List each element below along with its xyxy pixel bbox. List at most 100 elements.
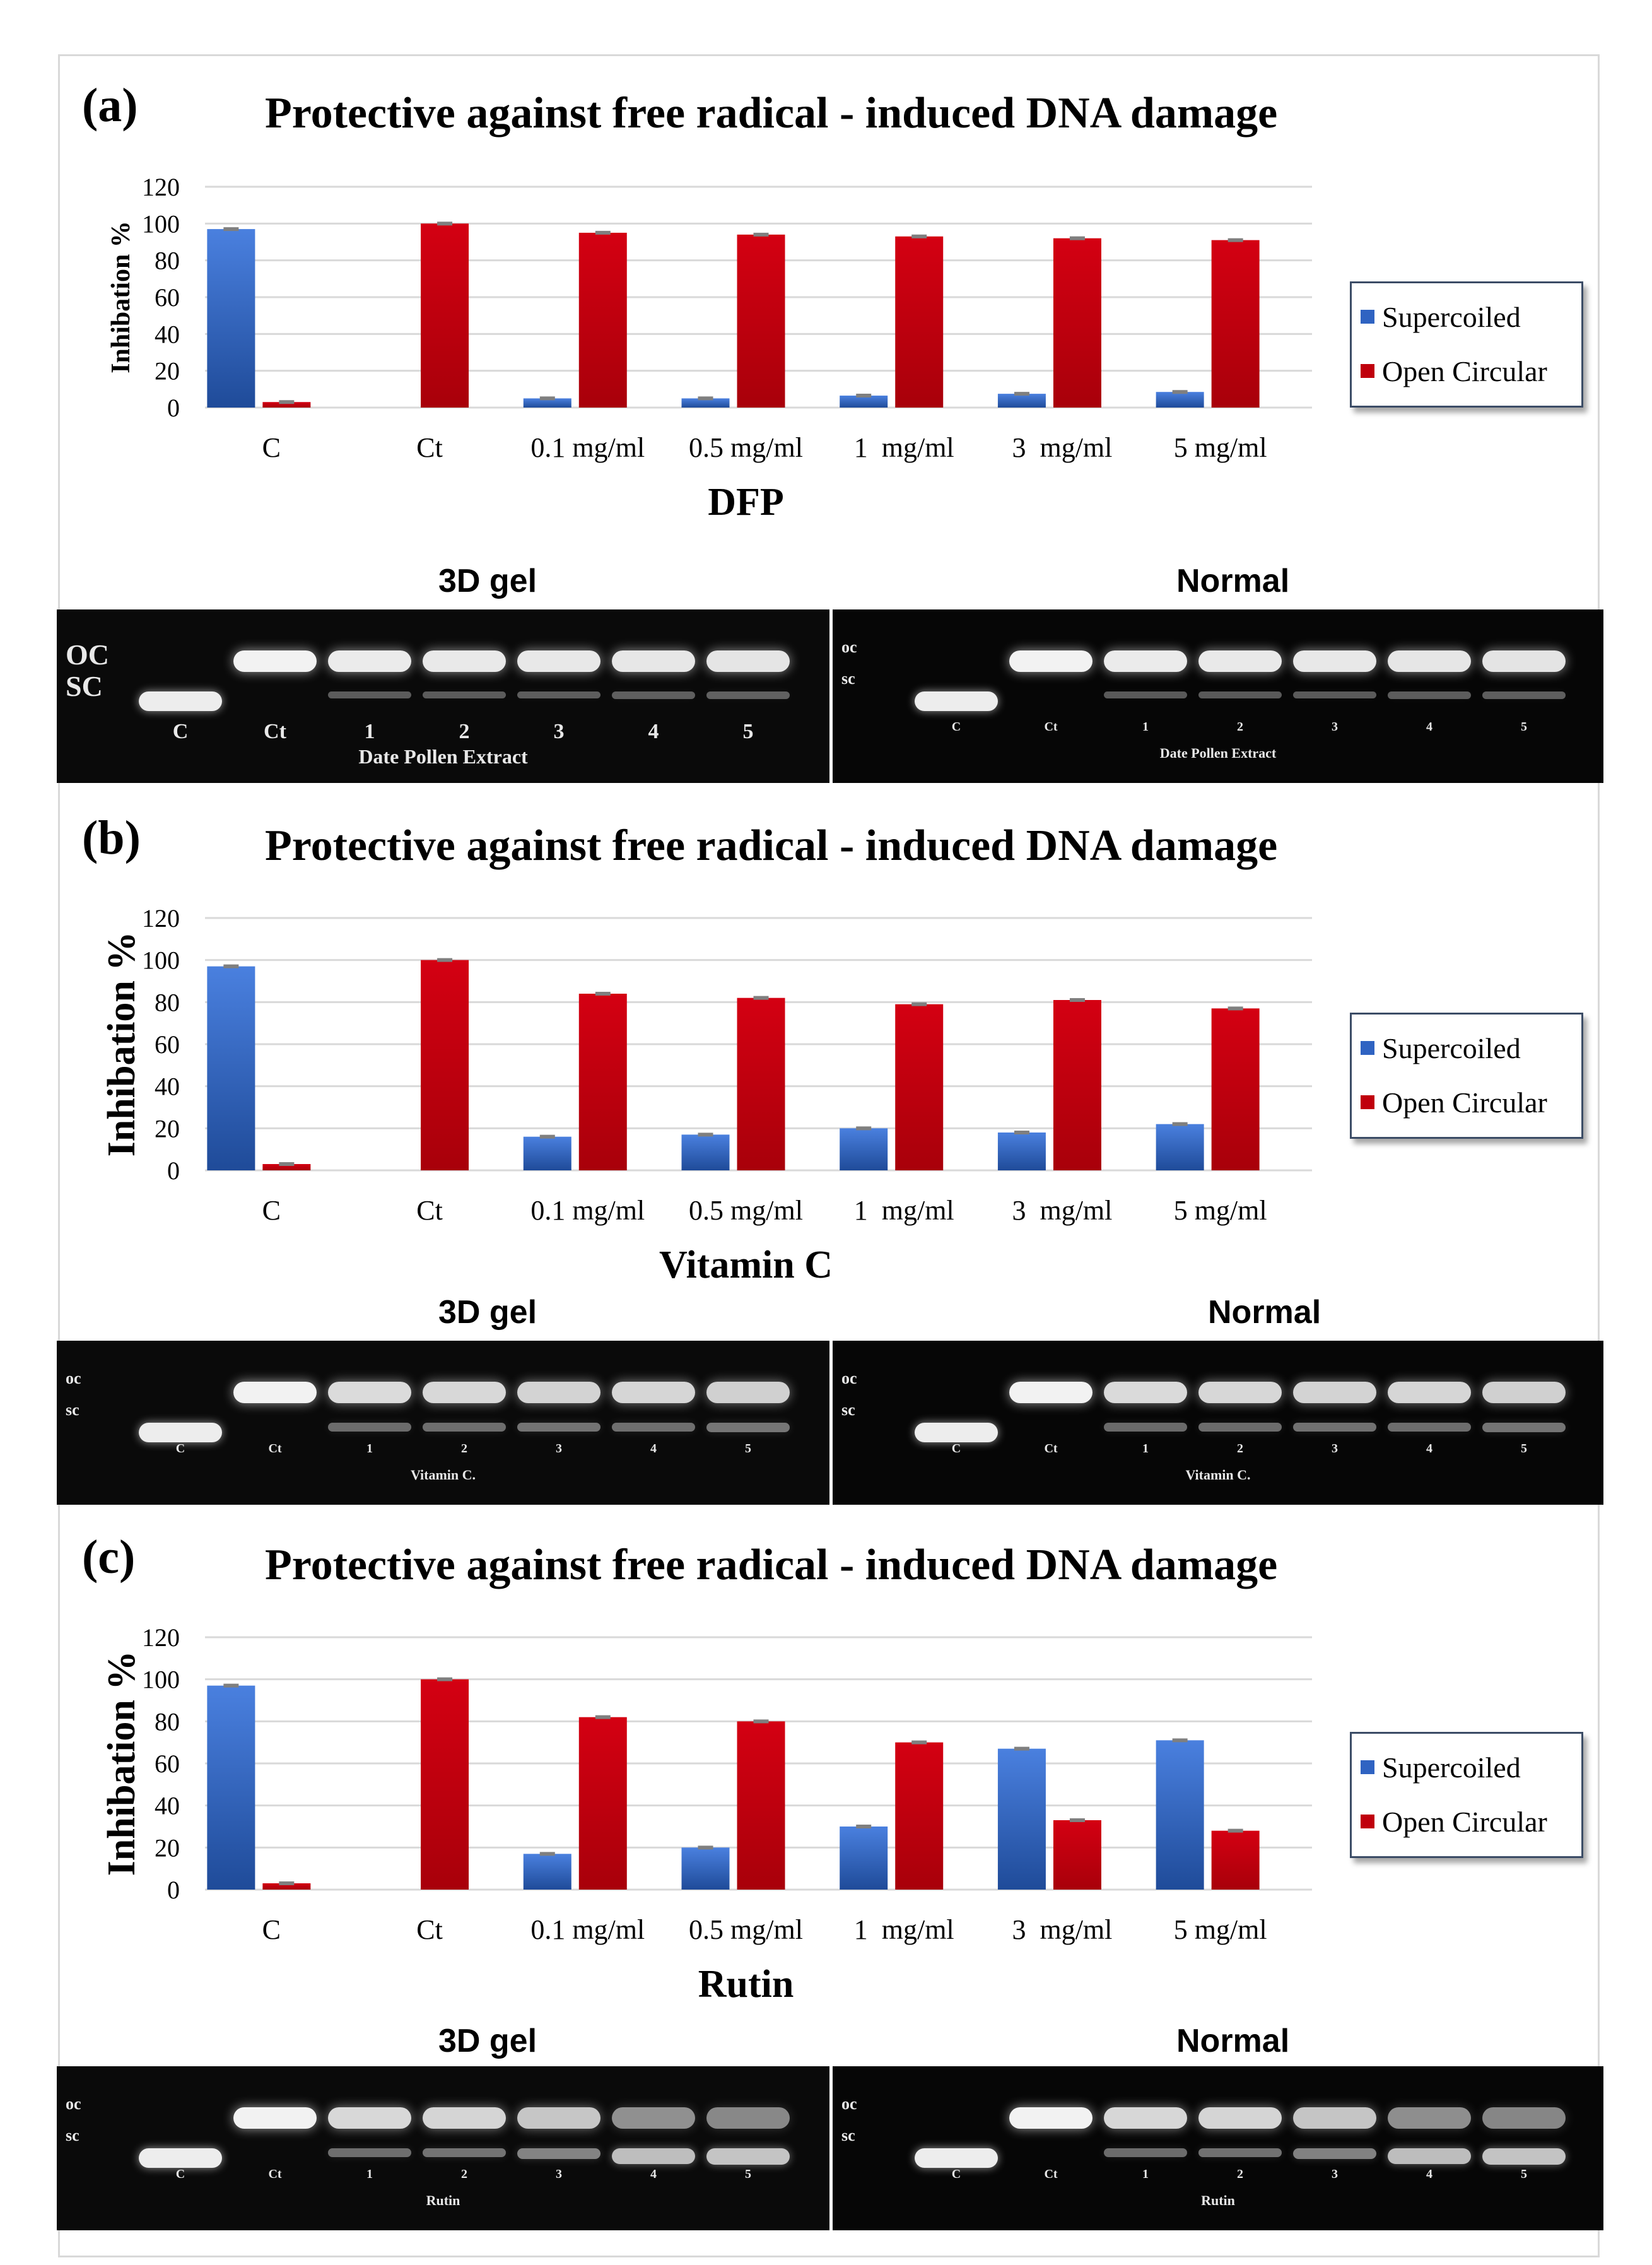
bar-supercoiled bbox=[997, 1748, 1046, 1890]
y-tick-label: 80 bbox=[155, 247, 180, 275]
gel-band-oc bbox=[423, 650, 506, 672]
gel-lane-label: C bbox=[175, 2167, 185, 2181]
gel-band-oc bbox=[1482, 1382, 1566, 1403]
gel-image-normal: oc sc C Ct 1 2 3 4 5 Date Pollen Extract bbox=[833, 609, 1603, 783]
legend-label: Supercoiled bbox=[1382, 300, 1521, 333]
gel-band-oc bbox=[1293, 1382, 1376, 1403]
gel-lane-label: Ct bbox=[1044, 720, 1058, 734]
bar-supercoiled bbox=[840, 1128, 888, 1170]
x-tick-label: Ct bbox=[416, 1195, 443, 1226]
gel-lane-label: 2 bbox=[461, 1442, 467, 1456]
gel-band-oc bbox=[1104, 2107, 1187, 2129]
bar-supercoiled bbox=[681, 398, 730, 408]
bar-supercoiled bbox=[207, 966, 255, 1170]
x-tick-label: 3 mg/ml bbox=[1012, 432, 1112, 463]
gel-image-3d: oc sc C Ct 1 2 3 4 5 Rutin bbox=[57, 2066, 829, 2230]
bar-supercoiled bbox=[1156, 1740, 1204, 1890]
chart-legend: Supercoiled Open Circular bbox=[1350, 1732, 1583, 1858]
gel-band-oc bbox=[612, 650, 695, 672]
chart-legend: Supercoiled Open Circular bbox=[1350, 281, 1583, 408]
gel-band-sc bbox=[423, 1423, 506, 1432]
bar-open-circular bbox=[1211, 1008, 1260, 1170]
gel-band-oc bbox=[1388, 1382, 1471, 1403]
gel-lane-label: 2 bbox=[459, 720, 470, 743]
bar-supercoiled bbox=[1156, 392, 1204, 408]
y-axis-label: Inhibation % bbox=[100, 1651, 143, 1876]
y-tick-label: 0 bbox=[167, 1156, 180, 1185]
gel-band-oc bbox=[233, 1382, 317, 1403]
gel-band-oc bbox=[1198, 2107, 1282, 2129]
gel-extract-label: Rutin bbox=[1201, 2192, 1235, 2208]
gel-lane-label: C bbox=[172, 720, 189, 743]
bar-open-circular bbox=[421, 1679, 469, 1890]
gel-band-sc bbox=[139, 2148, 222, 2168]
x-tick-label: 3 mg/ml bbox=[1012, 1914, 1112, 1945]
gel-band-oc bbox=[517, 1382, 600, 1403]
y-tick-label: 40 bbox=[155, 1073, 180, 1101]
figure-panel: (c) Protective against free radical - ind… bbox=[57, 1511, 1603, 2237]
gel-band-oc bbox=[423, 1382, 506, 1403]
gel-sc-label: sc bbox=[841, 669, 855, 688]
legend-label: Open Circular bbox=[1382, 1086, 1547, 1119]
x-tick-label: 3 mg/ml bbox=[1012, 1195, 1112, 1226]
y-tick-label: 60 bbox=[155, 1030, 180, 1059]
gel-lane-label: 5 bbox=[742, 720, 754, 743]
gel-band-sc bbox=[1388, 2148, 1471, 2164]
legend-entry: Open Circular bbox=[1361, 1075, 1573, 1129]
bar-supercoiled bbox=[1156, 1124, 1204, 1170]
gel-band-sc bbox=[1198, 691, 1282, 699]
legend-label: Open Circular bbox=[1382, 355, 1547, 387]
gel-lane-label: C bbox=[951, 720, 961, 734]
gel-lane-label: Ct bbox=[264, 720, 286, 743]
y-axis-label: Inhibation % bbox=[107, 221, 136, 374]
gel-normal-caption: Normal bbox=[1176, 2023, 1290, 2059]
gel-lane-label: 3 bbox=[1332, 1442, 1338, 1456]
gel-lane-label: 4 bbox=[648, 720, 659, 743]
gel-band-sc bbox=[1388, 1423, 1471, 1432]
gel-3d-caption: 3D gel bbox=[438, 2023, 537, 2059]
gel-extract-label: Vitamin C. bbox=[410, 1467, 476, 1483]
gel-lane-label: C bbox=[951, 2167, 961, 2181]
gel-sc-label: sc bbox=[841, 1401, 855, 1419]
gel-band-sc bbox=[915, 691, 998, 712]
gel-lane-label: 2 bbox=[1237, 720, 1243, 734]
gel-band-oc bbox=[328, 650, 411, 672]
gel-band-oc bbox=[612, 2107, 695, 2129]
gel-sc-label: sc bbox=[841, 2126, 855, 2144]
y-tick-label: 40 bbox=[155, 1792, 180, 1820]
gel-band-oc bbox=[517, 2107, 600, 2129]
gel-band-oc bbox=[1009, 1382, 1093, 1403]
gel-lane-label: 1 bbox=[364, 720, 375, 743]
gel-extract-label: Vitamin C. bbox=[1185, 1467, 1251, 1483]
x-tick-label: 1 mg/ml bbox=[854, 1914, 954, 1945]
y-tick-label: 80 bbox=[155, 1707, 180, 1736]
gel-lane-label: 1 bbox=[1142, 1442, 1149, 1456]
y-tick-label: 0 bbox=[167, 1876, 180, 1904]
y-axis-label: Inhibation % bbox=[100, 932, 143, 1157]
gel-sc-label: SC bbox=[66, 670, 103, 702]
gel-3d-caption: 3D gel bbox=[438, 1294, 537, 1331]
gel-lane-label: Ct bbox=[268, 1442, 282, 1456]
x-tick-label: 1 mg/ml bbox=[854, 1195, 954, 1226]
bar-open-circular bbox=[1211, 1830, 1260, 1890]
gel-lane-label: 5 bbox=[1521, 1442, 1527, 1456]
gel-extract-label: Date Pollen Extract bbox=[1159, 745, 1277, 761]
gel-lane-label: 1 bbox=[366, 2167, 373, 2181]
bar-supercoiled bbox=[207, 229, 255, 408]
gel-band-oc bbox=[1388, 2107, 1471, 2129]
gel-band-sc bbox=[1104, 691, 1187, 699]
bar-supercoiled bbox=[523, 1854, 571, 1890]
panel-label: (a) bbox=[82, 79, 138, 132]
legend-entry: Open Circular bbox=[1361, 344, 1573, 398]
y-tick-label: 0 bbox=[167, 394, 180, 422]
gel-lane-label: 2 bbox=[461, 2167, 467, 2181]
gel-band-oc bbox=[706, 2107, 790, 2129]
x-tick-label: 1 mg/ml bbox=[854, 432, 954, 463]
bar-open-circular bbox=[737, 997, 785, 1170]
gel-band-sc bbox=[1482, 1423, 1566, 1432]
gel-lane-label: 4 bbox=[1426, 1442, 1432, 1456]
gel-lane-label: 4 bbox=[650, 1442, 657, 1456]
gel-lane-label: 5 bbox=[745, 2167, 751, 2181]
gel-lane-label: Ct bbox=[1044, 2167, 1058, 2181]
